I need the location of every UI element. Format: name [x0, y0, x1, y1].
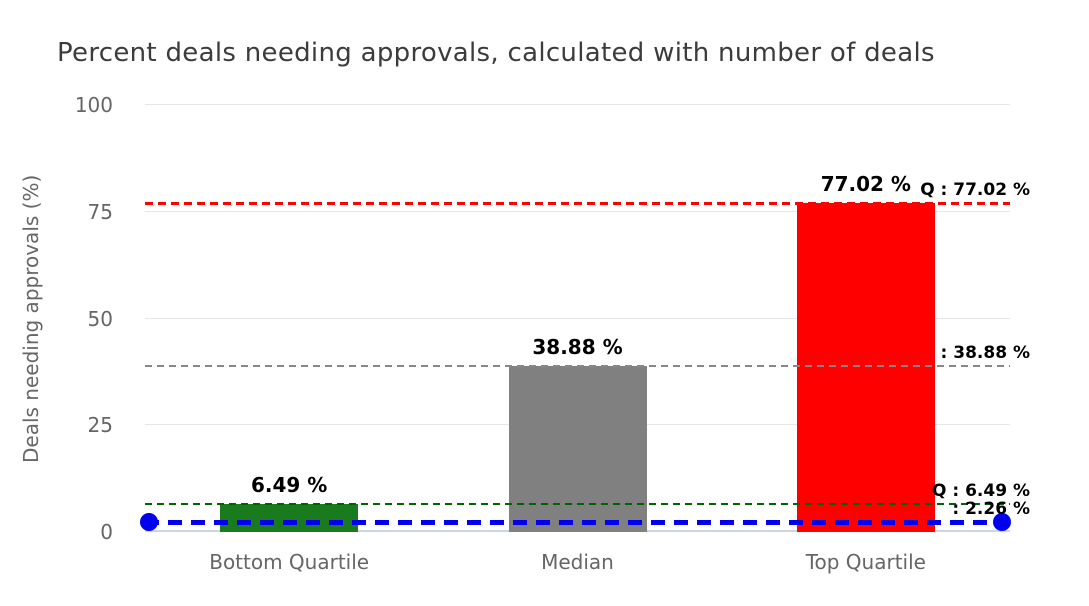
reference-line-label-38.88: : 38.88 %	[940, 342, 1030, 363]
y-tick-label-25: 25	[87, 413, 113, 438]
y-tick-label-100: 100	[74, 93, 113, 117]
gridline-50	[145, 317, 1010, 319]
reference-line-label-77.02: Q : 77.02 %	[920, 180, 1030, 201]
x-category-label-median: Median	[541, 550, 614, 574]
bar-value-label-bottom-quartile: 6.49 %	[250, 473, 328, 498]
bar-value-label-median: 38.88 %	[532, 334, 623, 359]
chart-title: Percent deals needing approvals, calcula…	[57, 38, 935, 68]
bar-value-label-top-quartile: 77.02 %	[820, 172, 911, 197]
reference-line-6.49	[145, 503, 1010, 506]
y-tick-label-75: 75	[87, 199, 113, 224]
series-point-right[interactable]	[993, 513, 1011, 532]
gridline-75	[145, 210, 1010, 212]
gridline-100	[145, 104, 1010, 106]
x-category-label-bottom-quartile: Bottom Quartile	[209, 550, 370, 574]
reference-line-label-2.26: : 2.26 %	[952, 499, 1030, 520]
bar-bottom-quartile[interactable]	[220, 504, 359, 532]
x-category-label-top-quartile: Top Quartile	[805, 550, 926, 574]
bar-median[interactable]	[508, 365, 647, 532]
reference-line-77.02	[145, 201, 1010, 205]
reference-line-2.26	[145, 519, 1010, 525]
y-tick-label-50: 50	[87, 306, 113, 331]
reference-line-38.88	[145, 364, 1010, 367]
series-point-left[interactable]	[140, 513, 158, 532]
reference-line-label-6.49: Q : 6.49 %	[932, 481, 1030, 502]
bar-top-quartile[interactable]	[796, 203, 935, 532]
plot-area: 6.49 % 38.88 % 77.02 % Q : 77.02 % : 38.88 %…	[140, 104, 1030, 532]
y-tick-label-0: 0	[100, 520, 113, 544]
